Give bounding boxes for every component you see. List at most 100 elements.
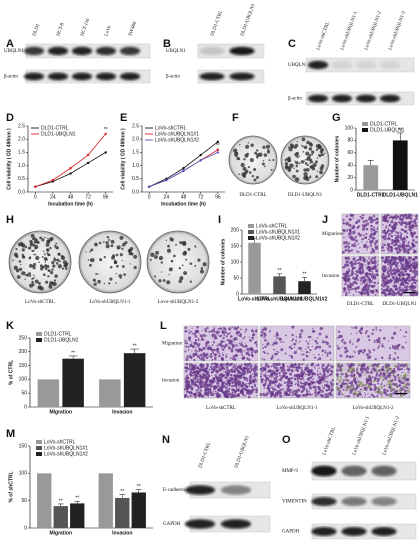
cell xyxy=(413,227,415,230)
cell xyxy=(406,278,410,282)
cell xyxy=(415,272,419,276)
cell xyxy=(262,347,264,350)
cell xyxy=(344,368,346,370)
colony xyxy=(55,246,59,250)
cell xyxy=(299,385,303,388)
cell xyxy=(388,356,392,360)
cell xyxy=(352,294,355,296)
colony xyxy=(52,281,57,287)
colony xyxy=(290,145,293,148)
cell xyxy=(265,371,267,374)
cell xyxy=(393,281,396,284)
cell xyxy=(275,372,279,376)
cell xyxy=(330,390,333,393)
cell xyxy=(279,378,283,382)
cell xyxy=(298,340,301,343)
colony xyxy=(298,162,301,165)
cell xyxy=(370,251,373,254)
cell xyxy=(415,227,417,229)
y-tick-label: 1.5 xyxy=(18,150,25,156)
cell xyxy=(348,291,351,294)
panel-label: B xyxy=(163,38,171,50)
cell xyxy=(415,270,419,274)
cell xyxy=(411,276,415,280)
colony xyxy=(272,158,275,162)
cell xyxy=(371,272,374,276)
cell xyxy=(318,367,320,369)
cell xyxy=(266,386,270,390)
cell xyxy=(404,391,406,394)
cell xyxy=(389,263,393,267)
cell xyxy=(264,345,267,349)
cell xyxy=(352,257,356,261)
cell xyxy=(220,375,223,377)
cell xyxy=(295,350,298,352)
lane-label: LoVo-shUBQLN1-1 xyxy=(340,10,359,51)
y-axis-label: Cell viability ( OD 490nm ) xyxy=(120,128,126,190)
cell xyxy=(264,333,267,337)
cell xyxy=(403,377,407,380)
cell xyxy=(393,277,395,280)
cell xyxy=(378,337,381,340)
cell xyxy=(251,336,254,340)
cell xyxy=(412,215,414,217)
cell xyxy=(321,363,325,367)
cell xyxy=(301,377,304,380)
colony xyxy=(316,157,319,159)
cell xyxy=(276,350,278,353)
cell xyxy=(279,374,281,377)
cell xyxy=(220,367,224,370)
colony xyxy=(289,163,294,168)
cell xyxy=(353,391,357,394)
cell xyxy=(234,367,238,371)
cell xyxy=(266,342,270,346)
cell xyxy=(296,378,299,381)
cell xyxy=(354,326,358,329)
cell xyxy=(396,288,399,291)
cell xyxy=(215,395,217,398)
cell xyxy=(405,288,409,292)
cell xyxy=(393,375,395,377)
cell xyxy=(219,335,222,338)
cell xyxy=(394,247,397,250)
colony xyxy=(113,260,118,265)
cell xyxy=(281,374,285,378)
cell xyxy=(216,383,218,386)
cell xyxy=(390,269,393,271)
cell xyxy=(356,262,358,265)
cell xyxy=(245,364,250,368)
cell xyxy=(401,345,405,349)
colony xyxy=(301,137,306,142)
cell xyxy=(385,389,389,393)
cell xyxy=(231,348,233,350)
cell xyxy=(386,247,390,251)
cell xyxy=(330,372,333,376)
cell xyxy=(318,357,322,361)
cell xyxy=(402,217,404,220)
cell xyxy=(414,265,418,269)
cell xyxy=(243,371,246,375)
cell xyxy=(253,377,255,379)
colony xyxy=(286,157,289,161)
cell xyxy=(391,371,393,373)
colony xyxy=(56,258,60,262)
colony xyxy=(189,280,192,283)
cell xyxy=(213,326,215,328)
cell xyxy=(344,222,348,225)
cell xyxy=(202,381,205,384)
cell xyxy=(185,357,189,361)
cell xyxy=(302,358,305,361)
cell xyxy=(367,224,369,226)
cell xyxy=(401,228,405,232)
panel-label: E xyxy=(120,112,127,124)
colony xyxy=(44,261,47,263)
cell xyxy=(227,385,229,388)
colony xyxy=(129,263,131,265)
cell xyxy=(274,388,277,391)
colony xyxy=(90,257,95,263)
cell xyxy=(363,275,366,279)
cell xyxy=(387,258,390,262)
cell xyxy=(329,392,331,394)
cell xyxy=(345,382,347,385)
cell xyxy=(212,351,215,354)
